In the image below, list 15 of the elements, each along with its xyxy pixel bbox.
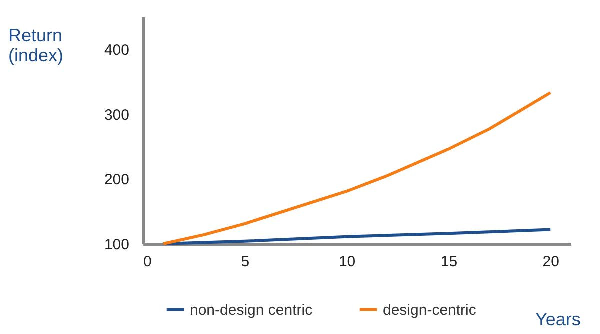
line-series: [162, 228, 552, 246]
x-axis-title: Years: [536, 310, 581, 330]
legend-label: non-design centric: [190, 302, 314, 319]
line-series: [162, 91, 552, 246]
x-tick-label: 0: [144, 254, 152, 270]
x-tick-label: 15: [440, 254, 458, 270]
y-tick-label: 400: [104, 42, 130, 59]
y-axis-title: Return (index): [8, 26, 64, 66]
x-tick-label: 10: [338, 254, 356, 270]
y-tick-label: 100: [104, 236, 130, 254]
x-tick-label: 5: [241, 254, 250, 270]
y-tick-label: 300: [104, 106, 130, 124]
legend-label: design-centric: [383, 302, 477, 319]
y-tick-label: 200: [104, 172, 130, 189]
x-tick-label: 20: [542, 254, 560, 270]
